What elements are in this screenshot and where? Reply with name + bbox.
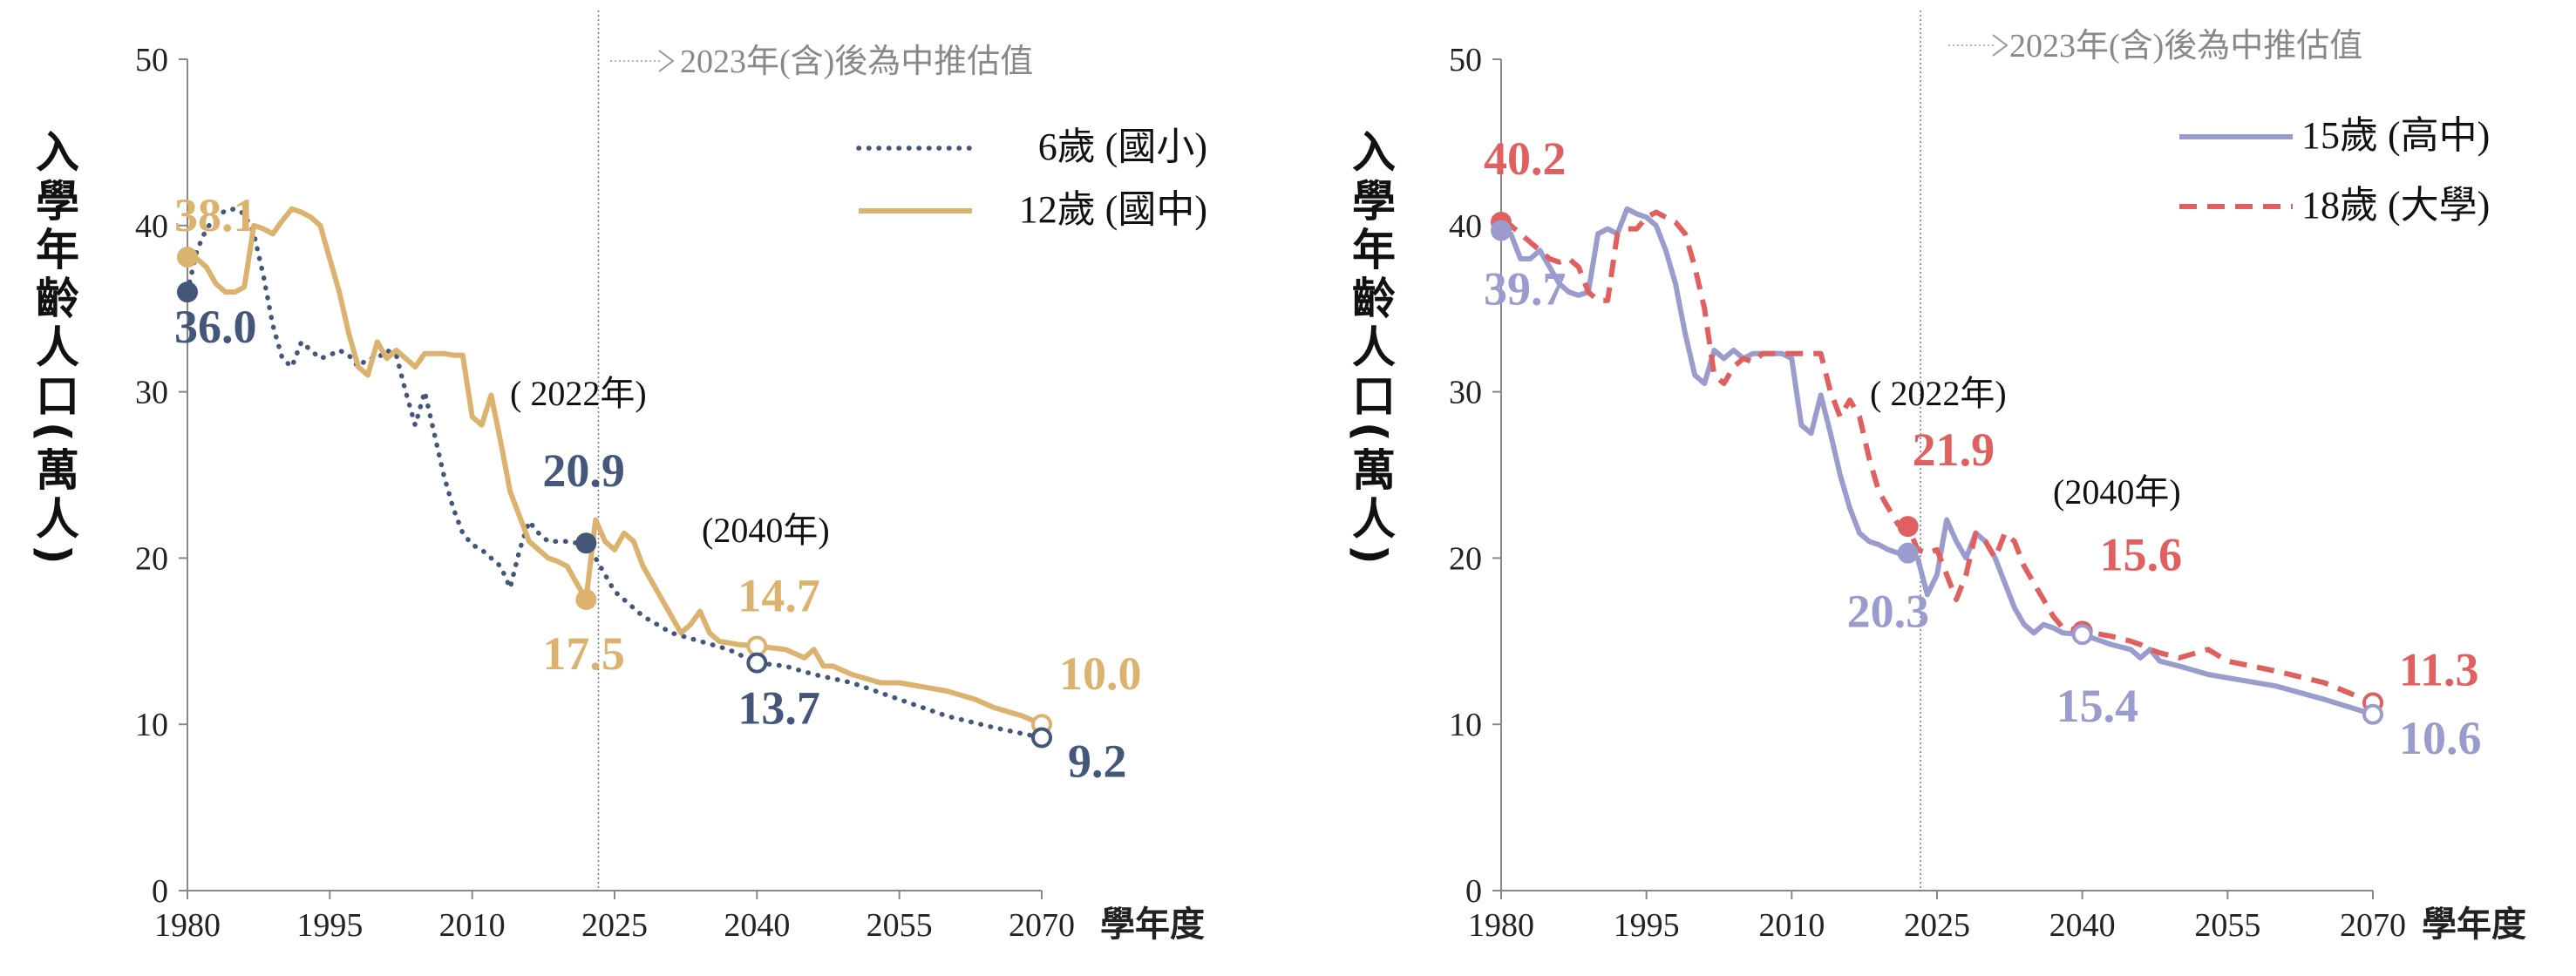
year-annotation: (2040年)	[2053, 472, 2181, 512]
data-point-marker	[575, 589, 597, 611]
data-point-marker	[2071, 624, 2093, 646]
y-axis-title: 入學年齡人口(萬人)	[1345, 129, 1396, 570]
y-tick-label: 30	[135, 375, 168, 411]
data-label: 15.4	[2056, 680, 2139, 732]
x-tick-label: 2010	[1758, 907, 1825, 944]
data-point-marker	[1031, 727, 1052, 749]
data-label: 11.3	[2399, 643, 2479, 695]
x-tick-label: 2025	[1904, 907, 1970, 944]
data-label: 36.0	[174, 301, 257, 353]
chart-panel-2: 0 10 20 30 40 50 1980 1995 2010 2025 2040 2055 2070 學…	[1345, 10, 2526, 945]
y-tick-label: 50	[1449, 42, 1482, 78]
y-tick-label: 40	[135, 208, 168, 245]
legend-label-1: 6歲 (國小)	[1038, 125, 1207, 168]
series-line-2	[187, 206, 1043, 727]
x-tick-label: 2040	[724, 907, 790, 944]
data-label: 39.7	[1484, 263, 1567, 315]
y-tick-label: 10	[1449, 707, 1482, 743]
chart-panel-1: 0 10 20 30 40 50 1980 1995 2010 2025 2040 2055 2070 學…	[29, 10, 1207, 945]
data-point-marker	[746, 635, 768, 657]
data-point-marker	[1897, 542, 1919, 564]
y-tick-label: 50	[135, 42, 168, 78]
y-tick-label: 30	[1449, 375, 1482, 411]
data-label: 13.7	[737, 682, 820, 735]
projection-note: 2023年(含)後為中推估值	[680, 44, 1033, 80]
y-tick-label: 40	[1449, 208, 1482, 245]
y-tick-label: 20	[135, 540, 168, 577]
projection-note-arrow	[658, 50, 675, 72]
x-tick-label: 2070	[1009, 907, 1075, 944]
y-axis-title: 入學年齡人口(萬人)	[29, 129, 79, 570]
data-label: 10.0	[1059, 647, 1142, 700]
data-point-marker	[177, 281, 198, 303]
data-label: 40.2	[1484, 132, 1567, 185]
series-line-1	[185, 206, 1044, 741]
data-point-marker	[2362, 703, 2383, 725]
y-tick-label: 20	[1449, 540, 1482, 577]
data-point-marker	[1491, 220, 1512, 241]
x-tick-label: 1980	[1468, 907, 1534, 944]
year-annotation: ( 2022年)	[1870, 374, 2007, 413]
year-annotation: ( 2022年)	[510, 374, 647, 413]
x-tick-label: 2055	[2194, 907, 2260, 944]
data-point-marker	[575, 532, 597, 554]
data-label: 14.7	[737, 570, 820, 622]
data-label: 38.1	[174, 189, 257, 241]
x-tick-label: 1995	[296, 907, 363, 944]
x-tick-label: 1995	[1614, 907, 1680, 944]
year-annotation: (2040年)	[702, 511, 830, 550]
x-tick-label: 2055	[867, 907, 933, 944]
x-tick-label: 1980	[154, 907, 221, 944]
x-tick-label: 2025	[581, 907, 648, 944]
x-axis-title: 學年度	[1100, 905, 1205, 945]
projection-note: 2023年(含)後為中推估值	[2009, 28, 2362, 64]
y-tick-label: 10	[135, 707, 168, 743]
data-label: 10.6	[2399, 712, 2482, 764]
data-label: 15.6	[2100, 528, 2183, 580]
data-point-marker	[177, 247, 198, 268]
y-tick-label: 0	[152, 873, 168, 910]
y-tick-label: 0	[1465, 873, 1482, 910]
legend-label-2: 18歲 (大學)	[2301, 184, 2490, 227]
legend-label-2: 12歲 (國中)	[1019, 188, 1207, 231]
x-axis-title: 學年度	[2422, 905, 2526, 945]
data-label: 17.5	[542, 627, 625, 680]
x-tick-label: 2070	[2340, 907, 2406, 944]
data-label: 9.2	[1068, 735, 1127, 787]
data-label: 20.3	[1847, 586, 1930, 638]
legend-label-1: 15歲 (高中)	[2301, 114, 2490, 157]
x-tick-label: 2040	[2049, 907, 2116, 944]
data-label: 20.9	[542, 444, 625, 497]
data-point-marker	[1897, 516, 1919, 538]
data-label: 21.9	[1913, 424, 1995, 476]
series-line-1	[1500, 206, 2374, 717]
x-tick-label: 2010	[439, 907, 506, 944]
data-point-marker	[746, 652, 768, 674]
projection-note-arrow	[1992, 34, 2008, 57]
